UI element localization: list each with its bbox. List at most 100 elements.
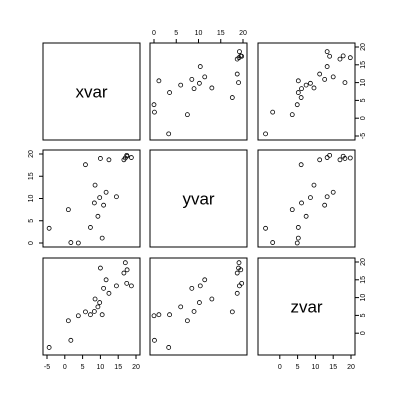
data-point — [121, 270, 127, 276]
data-point — [92, 296, 98, 302]
data-point — [263, 131, 268, 137]
data-point — [83, 162, 88, 168]
data-point — [178, 82, 184, 88]
data-point — [103, 189, 109, 195]
data-point — [122, 260, 128, 266]
data-point — [65, 207, 71, 213]
data-point — [166, 345, 172, 350]
data-point — [156, 312, 162, 318]
tick-label: 20 — [360, 258, 367, 266]
data-point — [88, 312, 93, 318]
tick-label: 15 — [360, 61, 367, 69]
data-point — [124, 280, 130, 286]
data-point — [202, 74, 208, 80]
data-point — [317, 157, 323, 163]
data-point — [270, 240, 276, 245]
data-point — [270, 109, 276, 115]
data-point — [156, 78, 162, 84]
data-point — [189, 285, 195, 291]
data-point — [298, 162, 304, 168]
data-point — [88, 225, 93, 230]
data-point — [83, 309, 88, 315]
data-point — [295, 235, 301, 241]
panel-xvar-zvar — [257, 42, 356, 141]
x-axis-yvar: 0 5 10 15 20 — [152, 30, 247, 44]
panel-xvar-yvar — [149, 42, 248, 141]
data-point — [128, 283, 134, 289]
data-point — [92, 182, 98, 188]
data-point — [311, 182, 317, 188]
data-point — [340, 153, 346, 159]
data-point — [101, 202, 106, 208]
tick-label: -5 — [44, 364, 50, 371]
data-point — [98, 156, 103, 161]
data-point — [191, 309, 197, 314]
data-point — [114, 194, 119, 200]
data-point — [324, 64, 330, 69]
data-point — [95, 213, 101, 219]
data-point — [97, 300, 103, 305]
data-point — [191, 86, 197, 92]
data-point — [128, 155, 134, 160]
data-point — [151, 102, 157, 108]
data-point — [209, 296, 215, 302]
data-point — [75, 313, 81, 319]
data-point — [95, 304, 101, 310]
data-point — [239, 280, 245, 286]
data-point — [263, 225, 268, 231]
tick-label: 10 — [28, 195, 35, 203]
panel-xvar-xvar: xvar — [42, 42, 141, 141]
data-point — [234, 71, 240, 77]
panel-zvar-zvar: zvar — [257, 257, 356, 356]
data-point — [209, 85, 215, 91]
data-point — [324, 155, 330, 160]
data-point — [322, 202, 328, 208]
data-point — [106, 157, 112, 163]
data-point — [197, 64, 203, 69]
data-point — [167, 90, 172, 95]
data-point — [65, 318, 71, 324]
panel-yvar-yvar: yvar — [149, 149, 248, 248]
data-point — [196, 300, 202, 305]
tick-label: 0 — [360, 331, 367, 335]
data-point — [337, 56, 343, 62]
tick-label: 10 — [360, 79, 367, 87]
data-point — [237, 49, 242, 55]
tick-label: 15 — [28, 172, 35, 180]
data-point — [202, 277, 208, 283]
data-point — [289, 112, 295, 118]
data-point — [91, 200, 97, 206]
x-axis-xvar: -5 0 5 10 15 20 — [44, 354, 140, 371]
panel-border — [149, 42, 248, 141]
tick-label: 15 — [114, 364, 122, 371]
data-point — [68, 337, 74, 343]
data-point — [295, 78, 301, 84]
tick-label: 15 — [360, 276, 367, 284]
tick-label: 10 — [360, 294, 367, 302]
data-point — [189, 77, 195, 82]
tick-label: 5 — [360, 313, 367, 317]
tick-label: 5 — [28, 219, 35, 223]
data-point — [229, 309, 235, 315]
tick-label: 5 — [174, 30, 178, 37]
tick-label: 10 — [195, 30, 203, 37]
data-point — [299, 86, 304, 92]
data-point — [308, 80, 313, 86]
tick-label: -5 — [360, 133, 367, 139]
data-point — [337, 157, 343, 163]
data-point — [68, 240, 74, 245]
data-point — [324, 49, 330, 55]
tick-label: 0 — [28, 241, 35, 245]
panel-border — [42, 42, 141, 141]
variable-label-xvar: xvar — [75, 83, 107, 102]
data-point — [98, 265, 103, 271]
data-point — [124, 267, 130, 273]
panel-border — [42, 149, 141, 248]
tick-label: 20 — [347, 364, 355, 371]
y-axis-yvar: 0 5 10 15 20 — [28, 150, 44, 245]
panel-zvar-xvar — [42, 257, 141, 356]
data-point — [327, 53, 333, 59]
data-point — [166, 131, 172, 137]
data-point — [303, 213, 309, 219]
